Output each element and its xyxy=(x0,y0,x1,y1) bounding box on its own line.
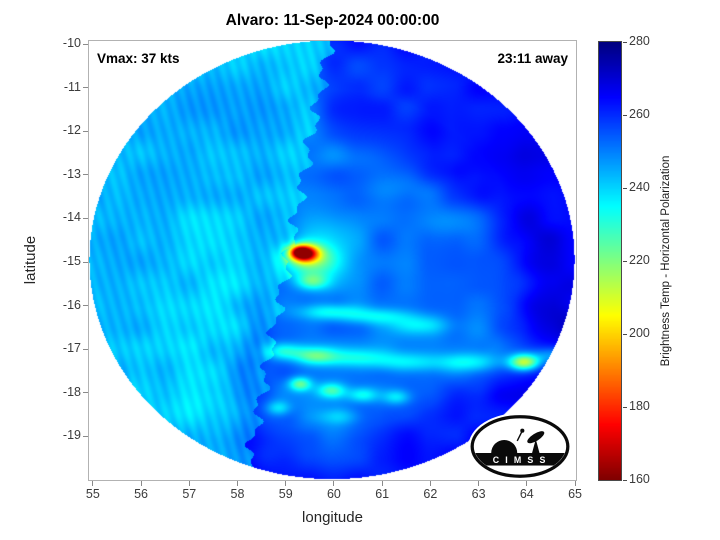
obs-time-annotation: 23:11 away xyxy=(497,51,568,66)
y-tick-label: -15 xyxy=(62,254,81,269)
colorbar-tick-mark xyxy=(623,406,627,408)
x-tick-label: 55 xyxy=(85,487,100,501)
colorbar-label: Brightness Temp - Horizontal Polarizatio… xyxy=(660,155,672,367)
x-tick-label: 60 xyxy=(326,487,341,501)
logo-band xyxy=(474,453,566,466)
antenna-icon xyxy=(516,431,523,442)
y-tick-mark xyxy=(83,435,88,437)
x-tick-label: 64 xyxy=(519,487,534,501)
colorbar-tick-mark xyxy=(623,187,627,189)
colorbar-tick-mark xyxy=(623,41,627,43)
y-tick-label: -16 xyxy=(62,297,81,312)
cimss-logo: C I M S S xyxy=(468,413,572,480)
y-tick-mark xyxy=(83,43,88,45)
x-axis-label: longitude xyxy=(302,509,363,526)
y-tick-mark xyxy=(83,261,88,263)
y-axis-label: latitude xyxy=(22,235,39,285)
y-tick-label: -12 xyxy=(62,123,81,138)
colorbar-tick-label: 200 xyxy=(629,326,650,340)
x-tick-mark xyxy=(237,481,238,486)
x-tick-mark xyxy=(92,481,94,486)
colorbar-tick-mark xyxy=(623,114,627,116)
colorbar xyxy=(598,41,622,481)
colorbar-tick-mark xyxy=(623,479,627,481)
plot-area: Vmax: 37 kts 23:11 away C I M S S xyxy=(88,40,577,481)
x-tick-mark xyxy=(188,481,190,486)
colorbar-canvas xyxy=(599,42,621,480)
dish-tower-icon xyxy=(532,439,540,453)
colorbar-tick-label: 220 xyxy=(629,253,650,267)
colorbar-tick-label: 160 xyxy=(629,472,650,486)
satellite-heatmap-canvas xyxy=(89,41,576,480)
x-tick-mark xyxy=(478,481,480,486)
x-tick-label: 58 xyxy=(230,487,245,501)
x-tick-mark xyxy=(333,481,335,486)
x-tick-mark xyxy=(285,481,287,486)
y-tick-mark xyxy=(83,174,88,176)
colorbar-tick-label: 180 xyxy=(629,399,650,413)
x-tick-mark xyxy=(381,481,383,486)
y-tick-label: -18 xyxy=(62,384,81,399)
y-tick-label: -14 xyxy=(62,210,81,225)
x-tick-label: 61 xyxy=(375,487,390,501)
colorbar-tick-label: 240 xyxy=(629,180,650,194)
colorbar-tick-mark xyxy=(623,333,627,335)
y-tick-label: -11 xyxy=(63,79,81,94)
x-tick-label: 62 xyxy=(423,487,438,501)
y-tick-label: -17 xyxy=(62,341,81,356)
y-tick-label: -13 xyxy=(62,166,81,181)
y-tick-mark xyxy=(83,348,88,350)
x-tick-label: 65 xyxy=(568,487,582,501)
x-tick-mark xyxy=(429,481,431,486)
colorbar-tick-label: 280 xyxy=(629,34,650,48)
x-tick-label: 57 xyxy=(182,487,197,501)
colorbar-tick-mark xyxy=(623,260,627,262)
colorbar-tick-label: 260 xyxy=(629,107,650,121)
x-tick-mark xyxy=(526,481,528,486)
radar-dish-icon xyxy=(527,431,545,444)
y-tick-mark xyxy=(83,130,88,132)
x-tick-label: 56 xyxy=(134,487,149,501)
y-tick-mark xyxy=(83,392,88,394)
x-tick-mark xyxy=(140,481,142,486)
vmax-annotation: Vmax: 37 kts xyxy=(97,51,180,66)
observatory-dome-icon xyxy=(491,440,518,453)
y-tick-mark xyxy=(83,217,88,219)
logo-text: C I M S S xyxy=(493,455,547,465)
y-tick-mark xyxy=(83,87,88,89)
plot-title: Alvaro: 11-Sep-2024 00:00:00 xyxy=(225,12,440,29)
x-tick-label: 63 xyxy=(471,487,486,501)
y-tick-label: -19 xyxy=(62,428,81,443)
y-tick-label: -10 xyxy=(62,36,81,51)
x-tick-label: 59 xyxy=(278,487,293,501)
y-tick-mark xyxy=(83,305,88,307)
x-tick-mark xyxy=(574,481,576,486)
